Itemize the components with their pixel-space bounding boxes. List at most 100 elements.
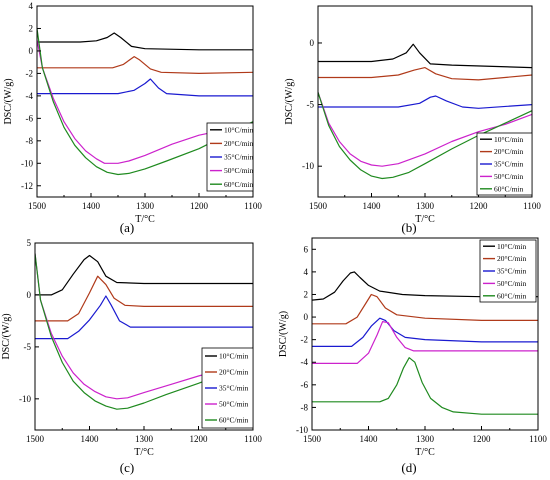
x-tick-label: 1300 [416,434,435,444]
y-tick-label: 2 [304,289,309,299]
x-tick-label: 1400 [81,434,100,444]
y-tick-label: -5 [24,342,32,352]
panel-2-series-5-line [318,92,532,180]
panel-3-caption: (c) [120,460,134,475]
panel-3: 1500 1400 1300 1200 1100 -10 -5 0 5 T/°C DSC/(W/g)… [1,238,262,475]
panel-2-x-axis-title: T/°C [415,214,435,225]
y-tick-label: -4 [301,357,309,367]
panel-1-caption: (a) [120,220,134,235]
panel-3-series-4-line [35,253,253,400]
panel-2-series-2-line [318,67,532,81]
panel-4-series-5-line [312,357,538,415]
panel-4-series-4-line [312,321,538,364]
legend-entry-label: 60°C/min [494,184,524,193]
legend-entry-label: 10°C/min [494,135,524,144]
panel-4: 1500 1400 1300 1200 1100 -10 -8 -6 -4 -2 0 2 4 6 T/°C D… [278,237,547,475]
y-tick-label: -4 [26,91,34,101]
y-tick-label: 4 [304,267,309,277]
y-tick-label: 0 [310,38,315,48]
panel-1: 1500 1400 1300 1200 1100 -12 -10 -8 -6 -4 -2 0 2 4 T/°… [3,1,262,235]
y-tick-label: -5 [307,100,315,110]
legend-entry-label: 20°C/min [494,147,524,156]
y-tick-label: -10 [302,161,314,171]
legend-entry-label: 35°C/min [219,384,249,393]
x-tick-label: 1300 [136,201,155,211]
panel-2-legend: 10°C/min 20°C/min 35°C/min 50°C/min 60°C/min [476,132,533,196]
panel-4-series-2-line [312,293,538,325]
legend-entry-label: 10°C/min [224,125,254,134]
panel-3-legend: 10°C/min 20°C/min 35°C/min 50°C/min 60°C/min [201,347,254,429]
x-tick-label: 1100 [523,201,541,211]
legend-entry-label: 35°C/min [497,267,527,276]
y-tick-label: -10 [19,394,31,404]
x-tick-label: 1100 [529,434,547,444]
x-tick-label: 1500 [28,201,47,211]
y-tick-label: -8 [301,402,309,412]
x-tick-label: 1300 [416,201,435,211]
panel-3-series-5-line [35,253,253,410]
legend-entry-label: 50°C/min [494,172,524,181]
y-tick-label: 0 [29,46,34,56]
panel-2: 1500 1400 1300 1200 1100 -10 -5 0 T/°C DSC/(W/g) 1… [284,5,541,235]
x-tick-label: 1200 [190,201,209,211]
panel-2-series-3-line [318,95,532,109]
panel-2-y-axis-title: DSC/(W/g) [284,78,295,124]
y-tick-label: 4 [29,1,34,11]
legend-entry-label: 10°C/min [219,352,249,361]
y-tick-label: 2 [29,23,34,33]
legend-entry-label: 35°C/min [224,153,254,162]
panel-1-series-2-line [37,56,253,74]
panel-1-x-axis-title: T/°C [135,214,155,225]
panel-1-series-4-line [37,39,253,164]
panel-1-series-5-line [37,28,253,176]
x-tick-label: 1400 [82,201,101,211]
panel-3-series-1-line [35,254,253,296]
y-tick-label: -10 [21,158,33,168]
y-tick-label: 0 [304,312,309,322]
y-tick-label: 5 [27,238,32,248]
y-tick-label: -6 [26,113,34,123]
legend-entry-label: 60°C/min [219,416,249,425]
panel-1-legend: 10°C/min 20°C/min 35°C/min 50°C/min 60°C/min [206,122,254,192]
panel-1-series-3-line [37,78,253,97]
legend-entry-label: 10°C/min [497,242,527,251]
legend-entry-label: 60°C/min [224,180,254,189]
panel-4-series-1-line [312,271,538,301]
panel-1-series-1-line [37,32,253,51]
legend-entry-label: 35°C/min [494,160,524,169]
x-tick-label: 1500 [303,434,322,444]
y-tick-label: 6 [304,244,309,254]
legend-entry-label: 50°C/min [497,279,527,288]
legend-entry-label: 60°C/min [497,291,527,300]
panel-2-caption: (b) [401,220,416,235]
y-tick-label: 0 [27,290,32,300]
y-tick-label: -10 [296,425,308,435]
panel-4-y-axis-title: DSC/(W/g) [278,311,289,357]
panel-4-x-axis-title: T/°C [415,447,435,458]
legend-entry-label: 20°C/min [219,368,249,377]
x-tick-label: 1100 [244,434,262,444]
panel-2-series-4-line [318,92,532,167]
panel-2-series-1-line [318,43,532,69]
x-tick-label: 1400 [363,201,382,211]
panel-3-x-axis-title: T/°C [134,447,154,458]
x-tick-label: 1200 [473,434,492,444]
x-tick-label: 1400 [360,434,379,444]
y-tick-label: -6 [301,380,309,390]
panel-4-caption: (d) [401,460,416,475]
y-tick-label: -12 [21,181,33,191]
legend-entry-label: 20°C/min [224,139,254,148]
panel-3-series-2-line [35,275,253,322]
y-tick-label: -8 [26,136,34,146]
x-tick-label: 1200 [190,434,209,444]
y-tick-label: -2 [301,335,309,345]
x-tick-label: 1300 [135,434,154,444]
x-tick-label: 1100 [244,201,262,211]
legend-entry-label: 50°C/min [224,166,254,175]
panel-1-y-axis-title: DSC/(W/g) [3,78,14,124]
panel-3-series-3-line [35,295,253,340]
legend-entry-label: 20°C/min [497,254,527,263]
legend-entry-label: 50°C/min [219,400,249,409]
panel-4-legend: 10°C/min 20°C/min 35°C/min 50°C/min 60°C/min [479,239,537,303]
